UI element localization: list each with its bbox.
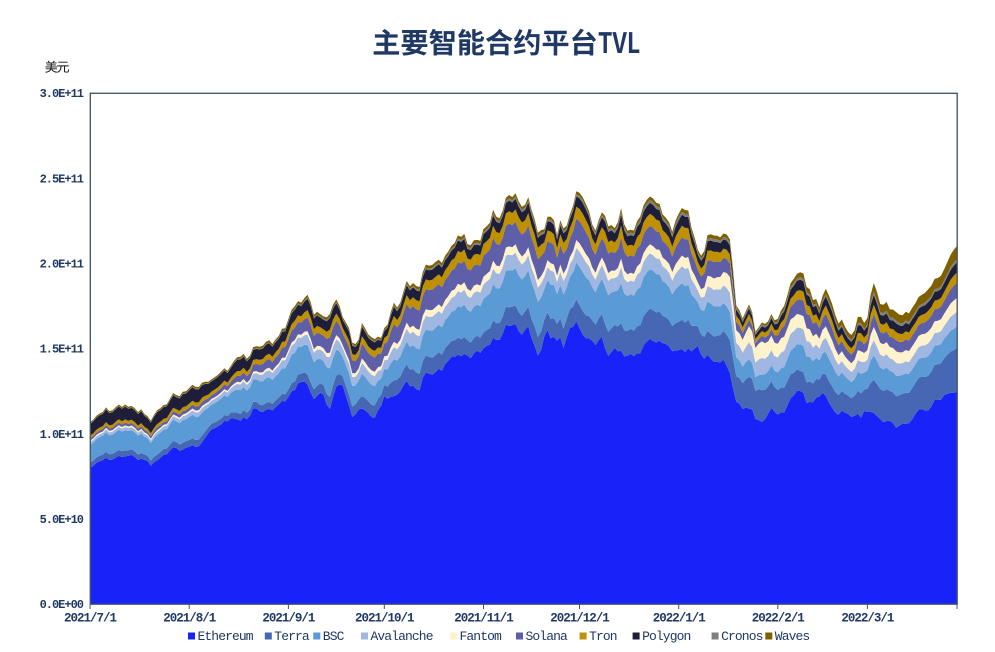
svg-text:2021/7/1: 2021/7/1: [64, 612, 117, 626]
svg-text:2021/11/1: 2021/11/1: [454, 612, 513, 626]
svg-text:2022/2/1: 2022/2/1: [752, 612, 805, 626]
svg-text:1.0E+11: 1.0E+11: [40, 428, 84, 442]
svg-text:Avalanche: Avalanche: [371, 629, 433, 644]
svg-text:Solana: Solana: [526, 629, 569, 644]
svg-text:3.0E+11: 3.0E+11: [40, 87, 84, 101]
svg-text:2022/3/1: 2022/3/1: [841, 612, 894, 626]
svg-text:Waves: Waves: [775, 629, 810, 644]
svg-text:0.0E+00: 0.0E+00: [40, 598, 84, 612]
svg-text:BSC: BSC: [323, 629, 345, 644]
svg-text:2.0E+11: 2.0E+11: [40, 258, 84, 272]
svg-text:Terra: Terra: [274, 629, 310, 644]
svg-text:2021/12/1: 2021/12/1: [550, 612, 609, 626]
svg-text:5.0E+10: 5.0E+10: [40, 513, 84, 527]
svg-text:Polygon: Polygon: [642, 629, 690, 644]
svg-text:Fantom: Fantom: [460, 629, 503, 644]
svg-text:1.5E+11: 1.5E+11: [40, 343, 84, 357]
svg-text:2021/8/1: 2021/8/1: [163, 612, 216, 626]
svg-text:2021/10/1: 2021/10/1: [355, 612, 414, 626]
svg-text:2022/1/1: 2022/1/1: [653, 612, 706, 626]
svg-text:Cronos: Cronos: [721, 629, 763, 644]
svg-text:2.5E+11: 2.5E+11: [40, 172, 84, 186]
svg-text:Tron: Tron: [589, 629, 617, 644]
svg-text:2021/9/1: 2021/9/1: [262, 612, 315, 626]
svg-text:Ethereum: Ethereum: [198, 629, 254, 644]
